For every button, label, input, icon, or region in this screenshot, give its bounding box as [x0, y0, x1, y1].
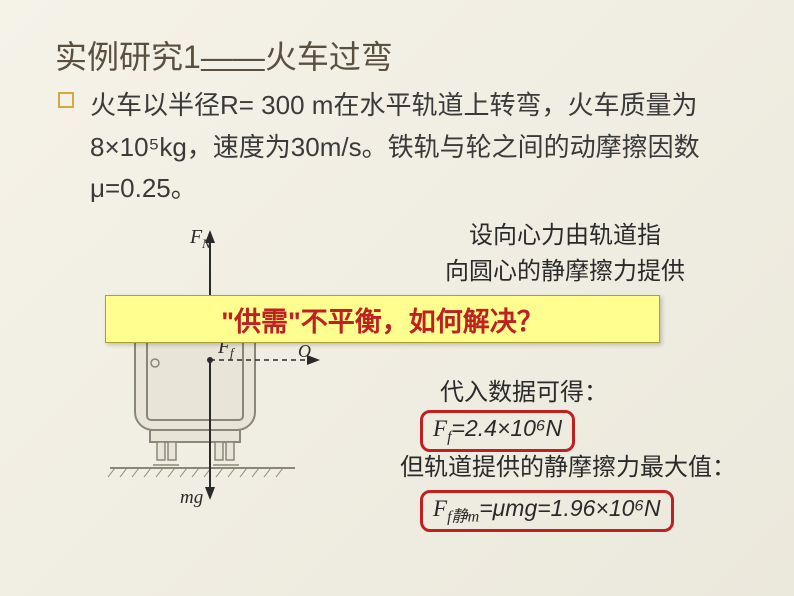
formula-max-friction-box: Ff静m=μmg=1.96×10⁶N — [420, 490, 674, 532]
substitute-text: 代入数据可得： — [440, 375, 608, 411]
formula-ff-box: Ff=2.4×10⁶N — [420, 410, 575, 452]
svg-text:mg: mg — [180, 487, 203, 508]
slide-title: 实例研究1——火车过弯 — [55, 32, 393, 78]
train-diagram: F N — [55, 225, 345, 505]
svg-text:N: N — [201, 236, 212, 251]
bullet-icon — [58, 92, 74, 108]
svg-text:O: O — [298, 341, 311, 361]
max-friction-text: 但轨道提供的静摩擦力最大值： — [400, 450, 736, 486]
problem-statement: 火车以半径R= 300 m在水平轨道上转弯，火车质量为8×10⁵kg，速度为30… — [90, 85, 750, 210]
centripetal-text: 设向心力由轨道指 向圆心的静摩擦力提供 — [410, 218, 720, 290]
question-highlight-box: "供需"不平衡，如何解决？ — [105, 295, 660, 343]
svg-text:F: F — [189, 226, 203, 248]
